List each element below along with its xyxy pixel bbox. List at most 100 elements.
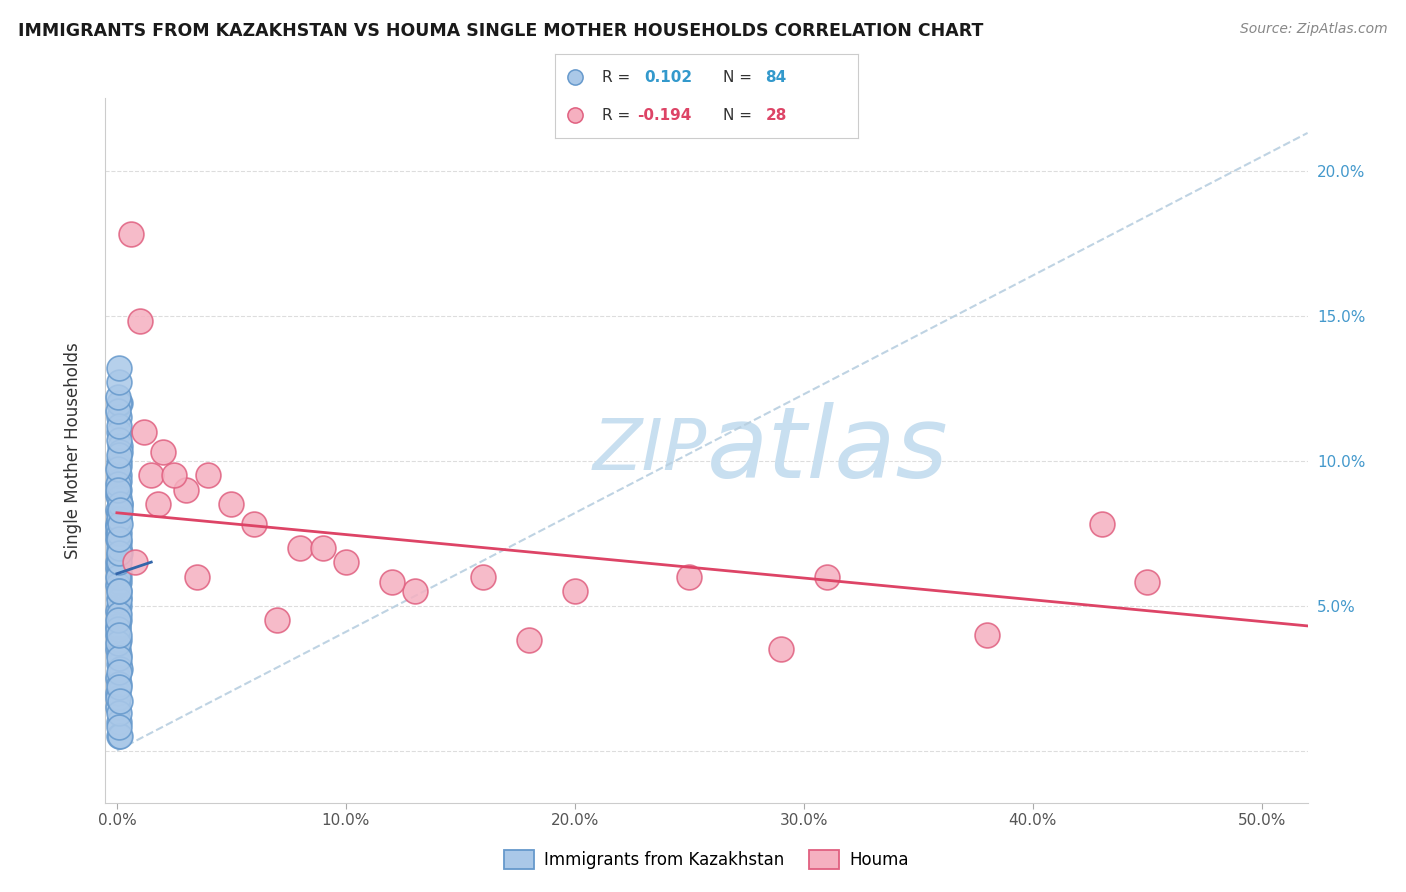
Point xyxy=(107,532,129,546)
Point xyxy=(108,677,131,691)
Text: -0.194: -0.194 xyxy=(637,108,692,123)
Point xyxy=(108,546,131,560)
Point xyxy=(108,607,131,622)
Point xyxy=(1090,517,1112,532)
Point xyxy=(107,503,129,517)
Point xyxy=(108,511,131,525)
Point xyxy=(564,584,586,599)
Point xyxy=(107,488,129,502)
Point xyxy=(107,506,129,520)
Point xyxy=(517,633,540,648)
Point xyxy=(564,108,586,122)
Point xyxy=(108,590,131,604)
Point xyxy=(107,404,129,418)
Point xyxy=(108,491,131,506)
Point xyxy=(108,497,131,511)
Point xyxy=(472,569,495,583)
Point xyxy=(107,569,129,583)
Point xyxy=(108,729,131,743)
Point xyxy=(108,410,131,425)
Point xyxy=(108,532,131,546)
Point xyxy=(108,434,131,448)
Point xyxy=(108,564,131,578)
Point xyxy=(108,541,131,555)
Point xyxy=(678,569,700,583)
Legend: Immigrants from Kazakhstan, Houma: Immigrants from Kazakhstan, Houma xyxy=(498,843,915,876)
Text: IMMIGRANTS FROM KAZAKHSTAN VS HOUMA SINGLE MOTHER HOUSEHOLDS CORRELATION CHART: IMMIGRANTS FROM KAZAKHSTAN VS HOUMA SING… xyxy=(18,22,984,40)
Point xyxy=(197,468,219,483)
Point xyxy=(146,497,169,511)
Point xyxy=(163,468,186,483)
Point xyxy=(107,657,129,671)
Point xyxy=(108,517,131,532)
Point xyxy=(107,526,129,541)
Point xyxy=(107,555,129,569)
Point xyxy=(108,418,131,433)
Point xyxy=(108,453,131,467)
Y-axis label: Single Mother Households: Single Mother Households xyxy=(63,343,82,558)
Point xyxy=(1136,575,1159,590)
Text: N =: N = xyxy=(723,70,756,85)
Point xyxy=(243,517,266,532)
Point xyxy=(107,627,129,641)
Point xyxy=(128,314,150,328)
Point xyxy=(141,468,163,483)
Point xyxy=(564,70,586,85)
Point xyxy=(107,511,129,525)
Point xyxy=(107,474,129,488)
Point xyxy=(266,613,288,627)
Text: R =: R = xyxy=(602,108,636,123)
Point xyxy=(107,462,129,476)
Point xyxy=(108,425,131,439)
Point xyxy=(107,642,129,657)
Point xyxy=(107,671,129,685)
Text: 84: 84 xyxy=(765,70,787,85)
Point xyxy=(108,546,131,560)
Point xyxy=(335,555,357,569)
Point xyxy=(312,541,335,555)
Point xyxy=(186,569,208,583)
Point xyxy=(108,613,131,627)
Text: ZIP: ZIP xyxy=(592,416,707,485)
Point xyxy=(107,448,129,462)
Point xyxy=(107,555,129,569)
Point xyxy=(107,636,129,650)
Point xyxy=(107,633,129,648)
Point xyxy=(107,549,129,564)
Point xyxy=(174,483,197,497)
Point xyxy=(108,459,131,474)
Point xyxy=(107,613,129,627)
Point xyxy=(107,691,129,706)
Text: 0.102: 0.102 xyxy=(644,70,693,85)
Point xyxy=(107,650,129,665)
Text: 28: 28 xyxy=(765,108,787,123)
Point xyxy=(107,619,129,633)
Point xyxy=(107,561,129,575)
Point xyxy=(108,395,131,409)
Point xyxy=(108,720,131,734)
Point xyxy=(288,541,311,555)
Point xyxy=(107,578,129,592)
Point xyxy=(404,584,426,599)
Point xyxy=(107,622,129,636)
Point xyxy=(107,604,129,618)
Text: atlas: atlas xyxy=(707,402,948,499)
Point xyxy=(108,497,131,511)
Point xyxy=(107,584,129,599)
Point xyxy=(381,575,404,590)
Point xyxy=(107,517,129,532)
Point xyxy=(107,706,129,720)
Point xyxy=(108,439,131,453)
Point xyxy=(108,729,131,743)
Point xyxy=(107,592,129,607)
Point xyxy=(108,662,131,676)
Point xyxy=(107,685,129,699)
Point xyxy=(221,497,243,511)
Point xyxy=(108,665,131,680)
Point xyxy=(108,680,131,694)
Point xyxy=(107,376,129,390)
Point xyxy=(108,360,131,375)
Point xyxy=(110,395,132,409)
Point xyxy=(108,546,131,560)
Point xyxy=(107,575,129,590)
